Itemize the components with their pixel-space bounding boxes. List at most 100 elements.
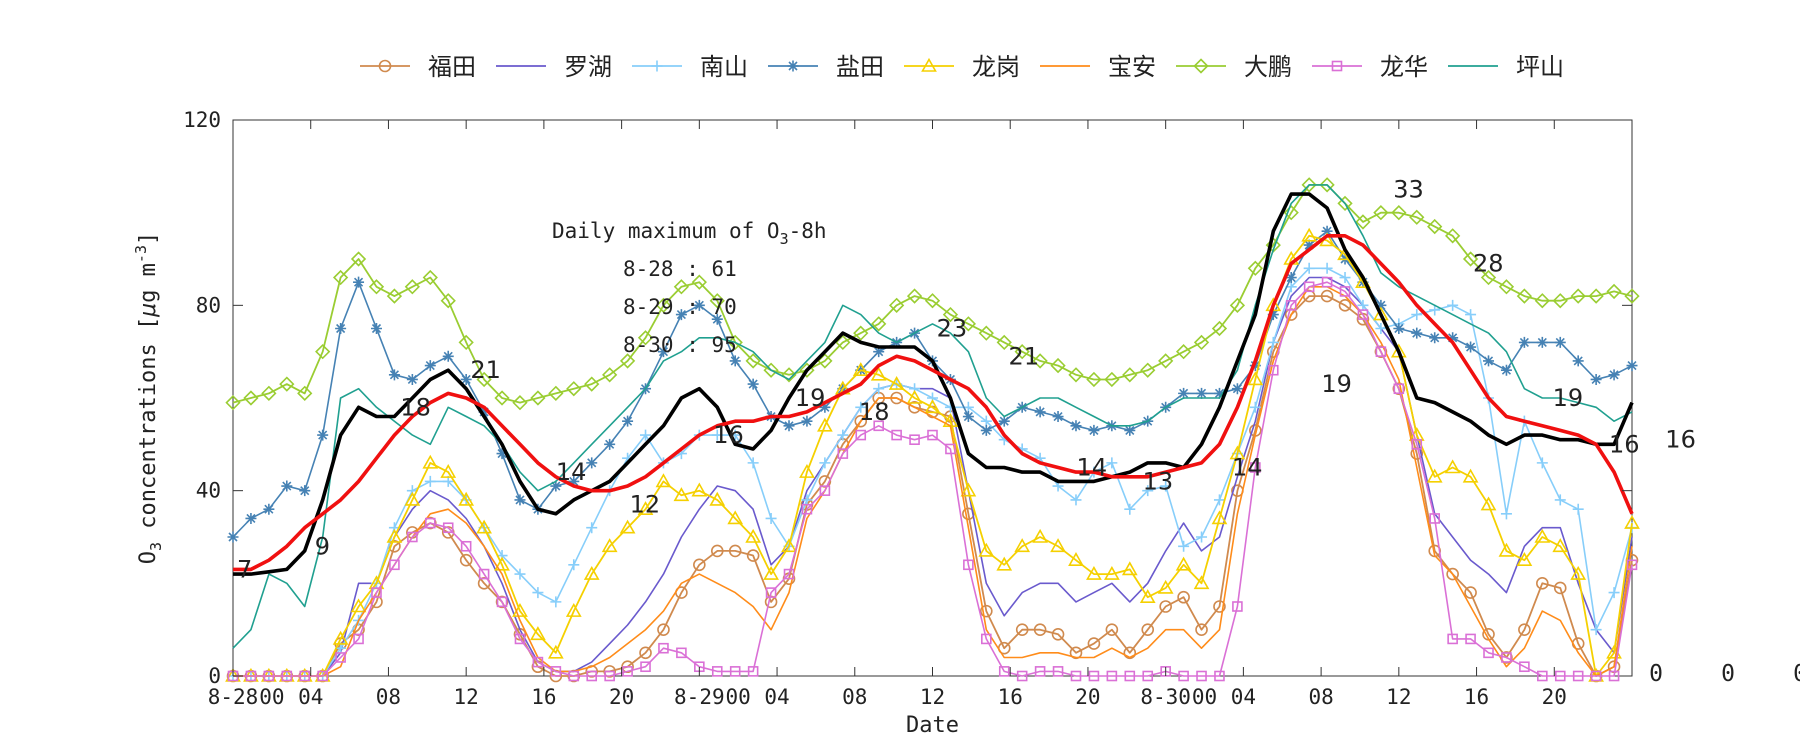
data-point xyxy=(601,538,618,553)
series-line-5 xyxy=(233,285,1633,677)
data-point xyxy=(873,420,884,432)
data-point xyxy=(1124,424,1136,436)
data-point xyxy=(1014,538,1031,553)
data-point xyxy=(1034,406,1046,418)
legend-item: 罗湖 xyxy=(496,53,612,81)
value-annotation: 16 xyxy=(713,421,744,449)
data-point xyxy=(1552,538,1569,553)
data-point xyxy=(1088,424,1100,436)
legend-item: 大鹏 xyxy=(1176,53,1292,81)
value-annotation: 13 xyxy=(1143,467,1174,495)
data-point xyxy=(1411,309,1423,321)
x-tick-label: 8-30 xyxy=(1140,685,1191,709)
data-point xyxy=(924,399,941,414)
x-tick-label: 00 xyxy=(1192,685,1217,709)
value-annotation: 18 xyxy=(859,398,890,426)
value-annotation: 9 xyxy=(315,532,330,560)
data-point xyxy=(1250,462,1261,473)
data-point xyxy=(1516,552,1533,566)
series-9 xyxy=(233,192,1634,576)
data-point xyxy=(1140,362,1156,378)
data-point xyxy=(1193,334,1210,351)
data-point xyxy=(476,371,492,388)
data-point xyxy=(924,293,941,309)
x-tick-label: 08 xyxy=(376,685,401,709)
data-point xyxy=(781,367,797,383)
x-tick-label: 00 xyxy=(259,685,284,709)
series-line-0 xyxy=(233,295,1633,677)
data-point xyxy=(746,549,760,562)
value-annotation: 16 xyxy=(1665,426,1696,454)
data-point xyxy=(960,482,977,497)
data-point xyxy=(440,293,456,309)
data-point xyxy=(350,598,367,613)
data-point xyxy=(711,666,723,677)
data-point xyxy=(1500,508,1512,520)
data-point xyxy=(1357,309,1369,320)
data-point xyxy=(619,353,636,369)
data-point xyxy=(1141,623,1155,636)
data-point xyxy=(783,420,795,432)
y-tick-label: 80 xyxy=(196,293,221,317)
data-point xyxy=(817,417,833,432)
value-annotation: 14 xyxy=(1077,454,1108,482)
data-point xyxy=(1033,623,1047,636)
data-point xyxy=(604,438,616,450)
data-point xyxy=(1283,205,1299,221)
data-point xyxy=(709,293,725,309)
data-point xyxy=(1211,510,1228,525)
data-point xyxy=(673,279,690,295)
y-tick-label: 0 xyxy=(208,664,221,688)
legend-item: 坪山 xyxy=(1448,53,1564,81)
data-point xyxy=(388,369,400,381)
data-point xyxy=(512,395,528,411)
x-tick-label: 8-29 xyxy=(674,685,725,709)
data-point xyxy=(637,501,654,515)
legend-item: 福田 xyxy=(360,53,476,81)
data-point xyxy=(261,385,277,401)
data-point xyxy=(996,556,1013,571)
data-point xyxy=(657,623,670,636)
data-point xyxy=(1608,670,1620,682)
data-point xyxy=(1500,364,1512,376)
data-point xyxy=(888,375,905,390)
data-point xyxy=(550,480,562,492)
legend-item: 宝安 xyxy=(1040,53,1156,81)
data-point xyxy=(693,299,705,311)
annotation-line: 8-29 : 70 xyxy=(623,295,737,319)
data-point xyxy=(1447,299,1459,311)
data-point xyxy=(1285,300,1297,311)
value-annotation: 33 xyxy=(1393,176,1424,204)
data-point xyxy=(1536,577,1549,590)
data-point xyxy=(1105,623,1119,636)
data-point xyxy=(1590,624,1602,636)
data-point xyxy=(1196,670,1207,682)
data-point xyxy=(1465,633,1476,645)
overflow-label: 0 xyxy=(1793,661,1800,687)
data-point xyxy=(1536,336,1548,348)
data-point xyxy=(658,642,669,654)
data-point xyxy=(891,429,902,441)
data-point xyxy=(568,475,580,487)
data-point xyxy=(494,556,510,571)
data-point xyxy=(1554,494,1566,506)
data-point xyxy=(332,630,349,645)
data-point xyxy=(855,429,867,441)
data-point xyxy=(1534,293,1550,309)
data-point xyxy=(1626,559,1638,571)
data-point xyxy=(942,306,959,323)
data-point xyxy=(980,415,992,427)
value-annotation: 23 xyxy=(937,315,968,343)
data-point xyxy=(1142,485,1154,497)
data-point xyxy=(1375,346,1387,357)
data-point xyxy=(299,485,311,497)
data-point xyxy=(1409,209,1425,225)
data-point xyxy=(1626,360,1638,372)
data-point xyxy=(476,519,492,534)
data-point xyxy=(586,670,598,682)
data-point xyxy=(1211,320,1228,337)
data-point xyxy=(837,429,849,441)
data-point xyxy=(386,288,403,304)
series-line-7 xyxy=(233,281,1633,677)
data-point xyxy=(655,473,672,488)
